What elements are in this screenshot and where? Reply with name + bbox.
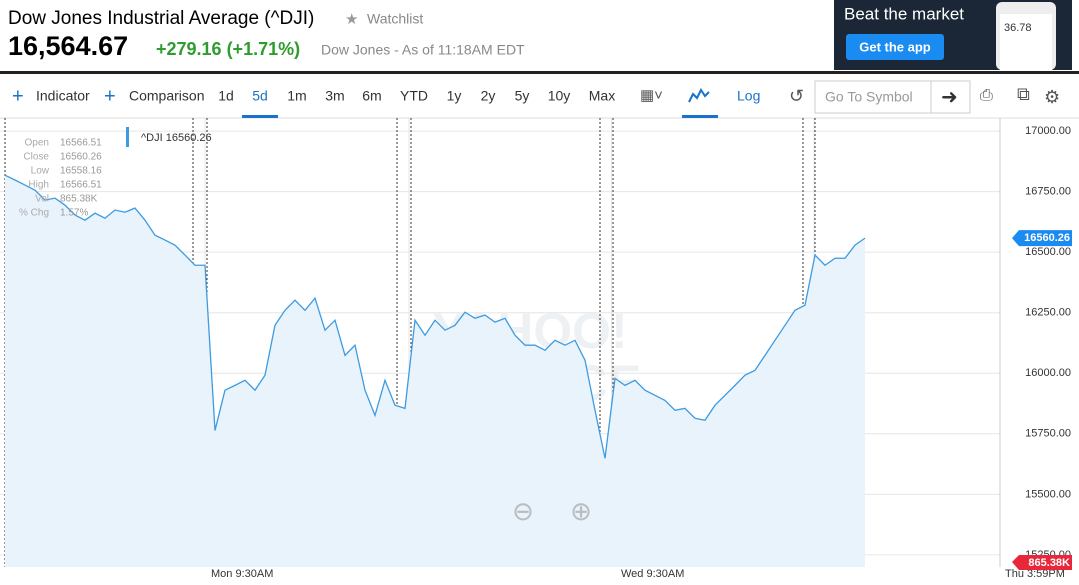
ohlc-value: 16558.16	[60, 166, 102, 177]
y-tick-label: 17000.00	[1025, 125, 1071, 137]
zoom-out[interactable]: ⊖	[512, 496, 534, 526]
y-tick-label: 16750.00	[1025, 186, 1071, 198]
chart-type-icon[interactable]	[688, 88, 710, 103]
as-of: Dow Jones - As of 11:18AM EDT	[321, 42, 525, 58]
y-tick-label: 16250.00	[1025, 307, 1071, 319]
print-icon[interactable]: ⎙	[980, 87, 993, 104]
ohlc-value: 16566.51	[60, 180, 102, 191]
range-button[interactable]: Max	[589, 88, 615, 104]
ohlc-value: 16560.26	[60, 152, 102, 163]
range-button[interactable]: 1d	[218, 88, 234, 104]
calendar-icon[interactable]: ▦˅	[640, 87, 663, 104]
title: Dow Jones Industrial Average (^DJI)	[8, 8, 314, 29]
x-tick-label: Thu 3:59PM	[1005, 568, 1065, 580]
ohlc-value: 865.38K	[60, 194, 98, 205]
search-box[interactable]	[814, 80, 971, 114]
range-button[interactable]: 5d	[252, 88, 268, 104]
legend-swatch	[126, 127, 129, 147]
x-tick-label: Wed 9:30AM	[621, 568, 684, 580]
price-line	[4, 174, 866, 459]
go-arrow[interactable]: ➜	[941, 86, 958, 108]
range-button[interactable]: 3m	[325, 88, 344, 104]
change: +279.16 (+1.71%)	[156, 39, 300, 59]
star-icon[interactable]: ★	[345, 11, 358, 28]
range-button[interactable]: 5y	[515, 88, 530, 104]
range-button[interactable]: 1m	[287, 88, 306, 104]
plus-icon[interactable]: +	[12, 85, 24, 107]
range-button[interactable]: 1y	[447, 88, 462, 104]
watchlist[interactable]: Watchlist	[367, 11, 423, 27]
range-button[interactable]: 6m	[362, 88, 381, 104]
ohlc-value: 1.57%	[60, 208, 88, 219]
y-tick-label: 16500.00	[1025, 246, 1071, 258]
plus-icon[interactable]: +	[104, 85, 116, 107]
ohlc-value: 16566.51	[60, 138, 102, 149]
range-underline	[242, 115, 278, 118]
price: 16,564.67	[8, 31, 128, 61]
y-tick-label: 15750.00	[1025, 428, 1071, 440]
phone-screen	[1000, 14, 1052, 70]
last-price-label: 16560.26	[1024, 232, 1070, 244]
phone-value: 36.78	[1004, 22, 1032, 34]
ad-button-label[interactable]: Get the app	[859, 39, 931, 54]
volume-tag	[1012, 555, 1072, 570]
y-tick-label: 16000.00	[1025, 367, 1071, 379]
ohlc-label: High	[28, 180, 49, 191]
zoom-in[interactable]: ⊕	[570, 496, 592, 526]
ohlc-label: Close	[23, 152, 49, 163]
range-button[interactable]: YTD	[400, 88, 428, 104]
ohlc-label: % Chg	[19, 208, 49, 219]
range-button[interactable]: 2y	[481, 88, 496, 104]
settings-icon[interactable]: ⚙	[1044, 87, 1060, 107]
legend-label: ^DJI 16560.26	[141, 132, 212, 144]
header-rule	[0, 71, 1079, 74]
search-placeholder[interactable]: Go To Symbol	[825, 89, 913, 105]
y-tick-label: 15500.00	[1025, 488, 1071, 500]
popout-icon[interactable]: ⧉	[1017, 84, 1030, 104]
chart-type-underline	[682, 115, 718, 118]
ohlc-label: Open	[25, 138, 49, 149]
last-price-tag	[1012, 230, 1072, 247]
ohlc-label: Low	[31, 166, 50, 177]
ad-button[interactable]	[846, 34, 944, 60]
ohlc-label: Vol	[35, 194, 49, 205]
ad-headline: Beat the market	[844, 4, 964, 23]
area-fill	[5, 175, 865, 567]
reset-icon[interactable]: ↺	[789, 86, 804, 106]
comparison[interactable]: Comparison	[129, 88, 204, 104]
range-button[interactable]: 10y	[548, 88, 571, 104]
log-toggle[interactable]: Log	[737, 88, 760, 104]
x-tick-label: Mon 9:30AM	[211, 568, 273, 580]
volume-label: 865.38K	[1028, 557, 1070, 569]
indicator[interactable]: Indicator	[36, 88, 90, 104]
